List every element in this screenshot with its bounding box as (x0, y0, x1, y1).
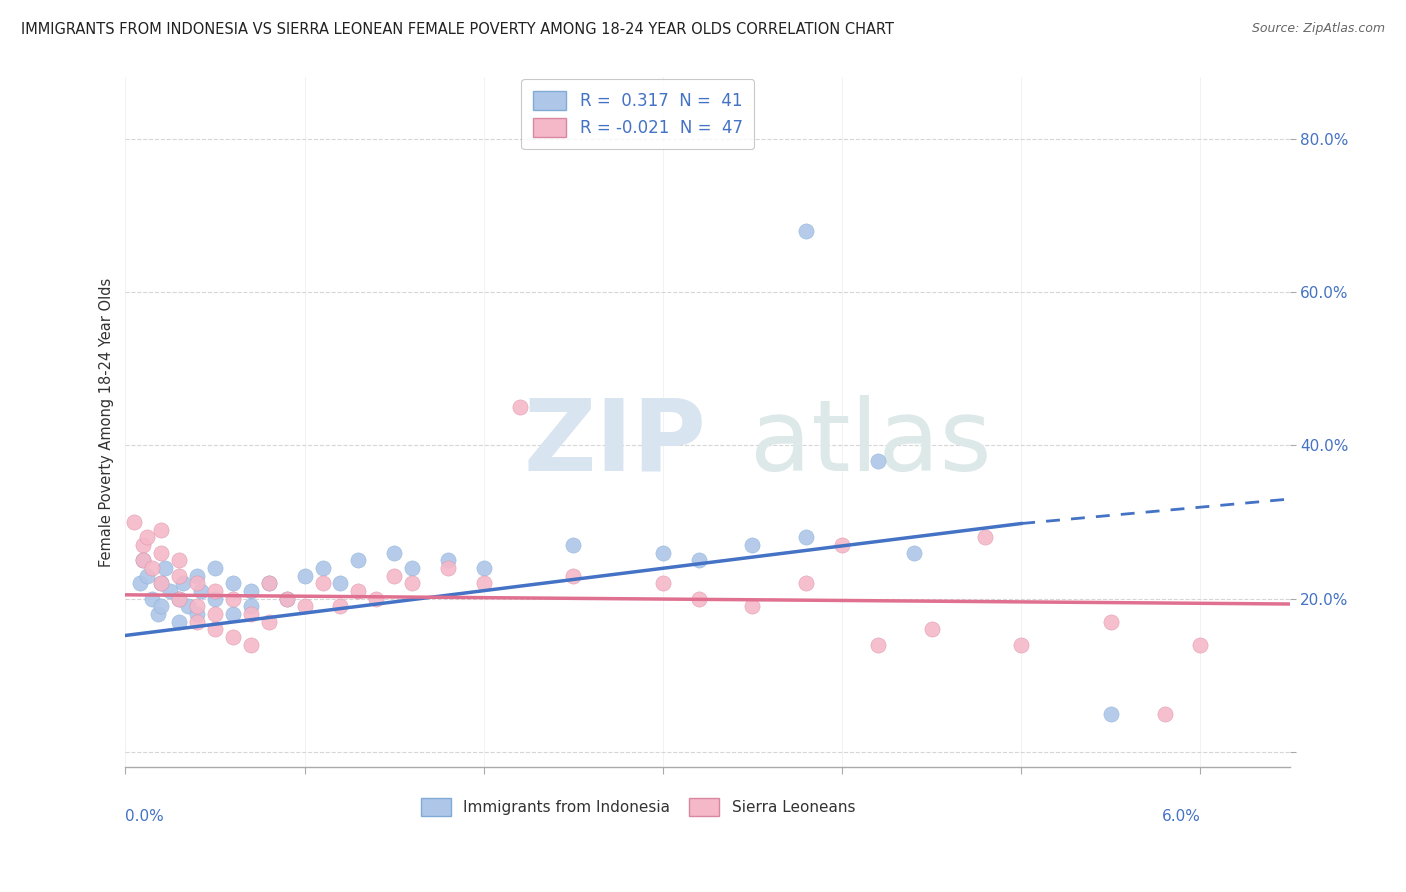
Text: Source: ZipAtlas.com: Source: ZipAtlas.com (1251, 22, 1385, 36)
Point (294, 568, 316, 582)
Point (401, 561, 423, 575)
Point (257, 576, 280, 591)
Point (347, 553, 370, 567)
Point (311, 561, 333, 575)
Point (222, 591, 245, 606)
Point (562, 568, 585, 582)
Point (401, 576, 423, 591)
Point (141, 561, 163, 575)
Point (222, 607, 245, 621)
Point (136, 568, 159, 582)
Point (186, 576, 208, 591)
Point (794, 530, 817, 544)
Point (204, 591, 226, 606)
Point (1010, 638, 1032, 652)
Point (153, 561, 176, 575)
Point (167, 591, 190, 606)
Point (831, 538, 853, 552)
Y-axis label: Female Poverty Among 18-24 Year Olds: Female Poverty Among 18-24 Year Olds (100, 277, 114, 567)
Point (472, 576, 495, 591)
Point (190, 584, 212, 599)
Point (562, 538, 585, 552)
Point (257, 576, 280, 591)
Point (437, 553, 460, 567)
Point (903, 546, 925, 560)
Point (1099, 706, 1122, 721)
Point (204, 561, 226, 575)
Point (651, 546, 673, 560)
Point (437, 561, 460, 575)
Point (794, 576, 817, 591)
Text: ZIP: ZIP (523, 394, 706, 491)
Point (1099, 615, 1122, 629)
Point (167, 568, 190, 582)
Point (167, 553, 190, 567)
Point (472, 561, 495, 575)
Point (866, 638, 889, 652)
Point (132, 553, 155, 567)
Point (222, 630, 245, 644)
Point (132, 553, 155, 567)
Point (239, 638, 262, 652)
Point (974, 530, 997, 544)
Point (794, 224, 817, 238)
Point (150, 599, 173, 614)
Point (1153, 706, 1175, 721)
Text: IMMIGRANTS FROM INDONESIA VS SIERRA LEONEAN FEMALE POVERTY AMONG 18-24 YEAR OLDS: IMMIGRANTS FROM INDONESIA VS SIERRA LEON… (21, 22, 894, 37)
Point (150, 523, 173, 537)
Point (347, 584, 370, 599)
Point (276, 591, 298, 606)
Point (382, 568, 405, 582)
Point (167, 591, 190, 606)
Point (688, 553, 710, 567)
Point (382, 546, 405, 560)
Point (329, 599, 352, 614)
Point (177, 599, 200, 614)
Point (509, 400, 531, 414)
Point (128, 576, 150, 591)
Point (239, 599, 262, 614)
Point (150, 546, 173, 560)
Point (651, 576, 673, 591)
Point (276, 591, 298, 606)
Point (741, 538, 763, 552)
Point (150, 576, 173, 591)
Point (921, 622, 943, 636)
Point (204, 622, 226, 636)
Point (294, 599, 316, 614)
Point (1189, 638, 1212, 652)
Point (186, 607, 208, 621)
Point (866, 453, 889, 467)
Point (311, 576, 333, 591)
Point (132, 538, 155, 552)
Point (167, 615, 190, 629)
Point (186, 599, 208, 614)
Point (146, 607, 169, 621)
Point (124, 515, 146, 529)
Point (741, 599, 763, 614)
Text: 0.0%: 0.0% (125, 809, 165, 823)
Point (159, 584, 181, 599)
Point (141, 591, 163, 606)
Point (204, 584, 226, 599)
Point (222, 576, 245, 591)
Point (186, 615, 208, 629)
Point (257, 615, 280, 629)
Point (239, 584, 262, 599)
Point (239, 607, 262, 621)
Text: 6.0%: 6.0% (1161, 809, 1201, 823)
Point (688, 591, 710, 606)
Point (172, 576, 194, 591)
Text: atlas: atlas (749, 394, 991, 491)
Legend: Immigrants from Indonesia, Sierra Leoneans: Immigrants from Indonesia, Sierra Leonea… (415, 792, 860, 822)
Point (136, 530, 159, 544)
Point (150, 576, 173, 591)
Point (186, 568, 208, 582)
Point (366, 591, 388, 606)
Point (329, 576, 352, 591)
Point (204, 607, 226, 621)
